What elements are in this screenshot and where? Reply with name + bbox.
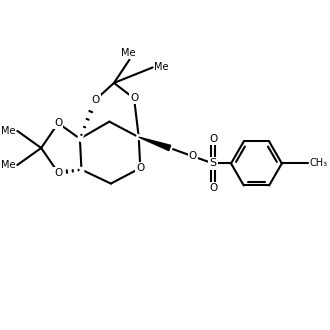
Text: O: O	[91, 95, 100, 105]
Text: S: S	[210, 158, 216, 168]
Text: Me: Me	[121, 48, 135, 58]
Text: Me: Me	[1, 126, 16, 136]
Text: CH₃: CH₃	[309, 158, 327, 168]
Polygon shape	[139, 137, 171, 150]
Text: O: O	[130, 93, 138, 103]
Text: O: O	[54, 168, 62, 178]
Text: Me: Me	[1, 160, 16, 170]
Text: Me: Me	[154, 62, 169, 73]
Text: O: O	[189, 151, 197, 161]
Text: O: O	[54, 118, 62, 128]
Text: O: O	[209, 183, 217, 193]
Text: O: O	[136, 163, 145, 173]
Text: O: O	[209, 134, 217, 144]
